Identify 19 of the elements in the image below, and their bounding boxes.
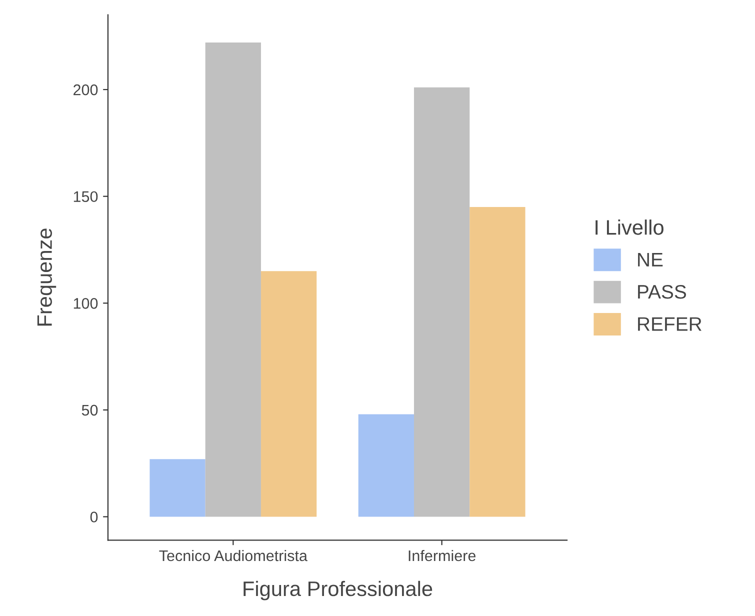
- y-axis-title: Frequenze: [37, 228, 56, 326]
- bar: [414, 87, 470, 517]
- y-tick-label: 0: [90, 512, 98, 522]
- y-tick-label: 100: [74, 298, 98, 309]
- x-tick-label: Tecnico Audiometrista: [159, 550, 308, 562]
- x-tick-label: Infermiere: [408, 550, 476, 562]
- bar: [470, 207, 526, 517]
- bar: [205, 42, 261, 517]
- y-tick-label: 150: [74, 191, 98, 202]
- bar: [260, 271, 317, 517]
- legend-label: PASS: [638, 284, 686, 299]
- legend-title: I Livello: [596, 220, 664, 235]
- bar: [150, 459, 206, 517]
- y-tick-label: 50: [82, 404, 98, 416]
- bar: [358, 414, 414, 517]
- legend-label: NE: [638, 252, 663, 266]
- x-axis-title: Figura Professionale: [244, 580, 432, 600]
- legend-label: REFER: [638, 317, 702, 331]
- y-tick-label: 200: [74, 84, 98, 96]
